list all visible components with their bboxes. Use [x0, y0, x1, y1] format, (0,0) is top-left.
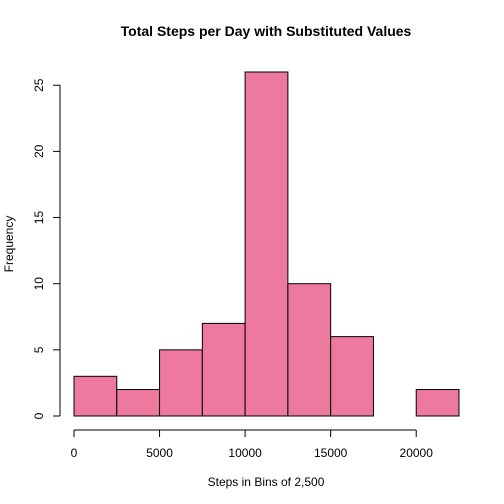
bars-group [73, 71, 460, 417]
y-axis: 0 5 10 15 20 25 [32, 78, 61, 419]
x-tick-label-15000: 15000 [314, 446, 348, 460]
y-tick-label-0: 0 [32, 412, 46, 419]
x-tick-label-10000: 10000 [228, 446, 262, 460]
x-tick-label-5000: 5000 [146, 446, 173, 460]
chart-title: Total Steps per Day with Substituted Val… [121, 23, 412, 39]
x-tick-label-20000: 20000 [400, 446, 434, 460]
bar-15000-17500 [330, 336, 374, 417]
y-tick-label-10: 10 [32, 277, 46, 291]
bar-5000-7500 [159, 349, 203, 417]
x-tick-label-0: 0 [71, 446, 78, 460]
bar-0-2500 [73, 375, 118, 417]
x-axis: 0 5000 10000 15000 20000 [71, 429, 434, 460]
bar-2500-5000 [116, 389, 161, 417]
bar-10000-12500 [244, 71, 289, 417]
y-axis-label: Frequency [2, 216, 16, 273]
bar-12500-15000 [287, 283, 332, 417]
y-tick-label-20: 20 [32, 144, 46, 158]
y-tick-label-15: 15 [32, 211, 46, 225]
bar-7500-10000 [201, 322, 246, 417]
y-tick-label-5: 5 [32, 346, 46, 353]
bar-20000-22500 [415, 389, 460, 417]
x-axis-label: Steps in Bins of 2,500 [208, 475, 325, 489]
y-tick-label-25: 25 [32, 78, 46, 92]
